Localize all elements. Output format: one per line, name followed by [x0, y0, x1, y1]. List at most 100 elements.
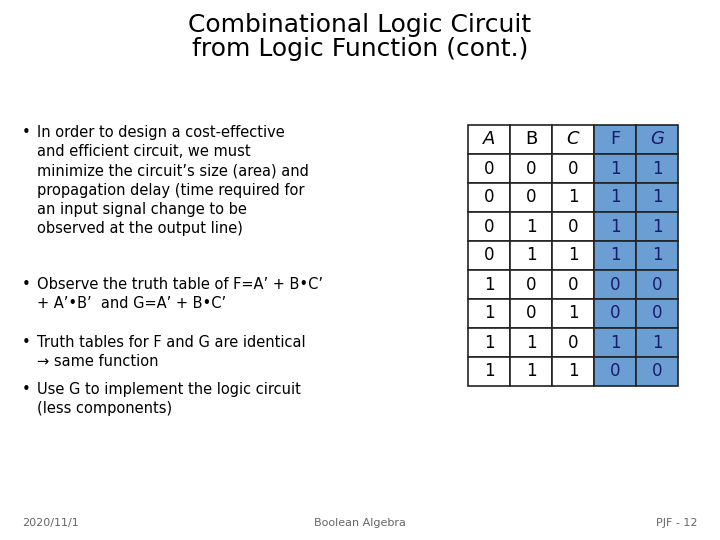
Text: 0: 0 — [610, 275, 620, 294]
Text: 1: 1 — [526, 218, 536, 235]
Text: 0: 0 — [526, 188, 536, 206]
Bar — [636, 154, 678, 183]
Text: 1: 1 — [526, 362, 536, 381]
Text: 0: 0 — [568, 275, 578, 294]
Text: 1: 1 — [652, 218, 662, 235]
Text: 0: 0 — [568, 159, 578, 178]
Bar — [468, 299, 510, 328]
Bar — [468, 212, 510, 241]
Bar — [594, 299, 636, 328]
Bar — [594, 241, 636, 270]
Text: F: F — [610, 131, 620, 149]
Bar — [552, 212, 594, 241]
Bar — [552, 125, 594, 154]
Bar — [636, 357, 678, 386]
Text: 1: 1 — [652, 246, 662, 265]
Text: 1: 1 — [526, 246, 536, 265]
Bar — [468, 270, 510, 299]
Text: Observe the truth table of F=A’ + B•C’
+ A’•B’  and G=A’ + B•C’: Observe the truth table of F=A’ + B•C’ +… — [37, 277, 323, 311]
Bar — [636, 241, 678, 270]
Bar — [636, 212, 678, 241]
Text: C: C — [567, 131, 580, 149]
Bar — [468, 241, 510, 270]
Text: 1: 1 — [610, 159, 621, 178]
Bar — [552, 241, 594, 270]
Text: 0: 0 — [652, 362, 662, 381]
Text: 0: 0 — [652, 275, 662, 294]
Text: PJF - 12: PJF - 12 — [657, 518, 698, 528]
Bar — [636, 299, 678, 328]
Text: 0: 0 — [610, 305, 620, 322]
Text: 0: 0 — [484, 188, 494, 206]
Bar — [552, 154, 594, 183]
Bar — [468, 357, 510, 386]
Bar — [636, 328, 678, 357]
Text: Truth tables for F and G are identical
→ same function: Truth tables for F and G are identical →… — [37, 335, 305, 369]
Text: 1: 1 — [567, 188, 578, 206]
Bar — [552, 328, 594, 357]
Bar — [510, 183, 552, 212]
Bar — [510, 299, 552, 328]
Text: G: G — [650, 131, 664, 149]
Text: Combinational Logic Circuit: Combinational Logic Circuit — [189, 13, 531, 37]
Bar — [552, 270, 594, 299]
Text: In order to design a cost-effective
and efficient circuit, we must
minimize the : In order to design a cost-effective and … — [37, 125, 309, 236]
Text: 1: 1 — [567, 305, 578, 322]
Text: •: • — [22, 382, 31, 397]
Bar — [552, 183, 594, 212]
Bar — [594, 270, 636, 299]
Bar — [552, 357, 594, 386]
Text: •: • — [22, 335, 31, 350]
Bar — [594, 154, 636, 183]
Text: 1: 1 — [610, 334, 621, 352]
Bar — [468, 328, 510, 357]
Bar — [636, 270, 678, 299]
Text: 1: 1 — [652, 188, 662, 206]
Text: 0: 0 — [652, 305, 662, 322]
Text: 0: 0 — [568, 334, 578, 352]
Text: 1: 1 — [652, 334, 662, 352]
Text: 1: 1 — [610, 188, 621, 206]
Bar — [636, 183, 678, 212]
Text: 0: 0 — [484, 246, 494, 265]
Text: 1: 1 — [652, 159, 662, 178]
Text: 0: 0 — [610, 362, 620, 381]
Text: 1: 1 — [484, 305, 495, 322]
Text: A: A — [483, 131, 495, 149]
Text: 1: 1 — [484, 334, 495, 352]
Text: B: B — [525, 131, 537, 149]
Bar — [510, 154, 552, 183]
Text: 1: 1 — [526, 334, 536, 352]
Bar — [510, 125, 552, 154]
Text: 1: 1 — [567, 246, 578, 265]
Bar — [594, 125, 636, 154]
Bar — [636, 125, 678, 154]
Text: 0: 0 — [526, 159, 536, 178]
Text: 1: 1 — [484, 362, 495, 381]
Text: 2020/11/1: 2020/11/1 — [22, 518, 78, 528]
Bar — [510, 212, 552, 241]
Bar — [594, 357, 636, 386]
Bar — [510, 241, 552, 270]
Bar — [552, 299, 594, 328]
Text: Boolean Algebra: Boolean Algebra — [314, 518, 406, 528]
Text: 0: 0 — [526, 275, 536, 294]
Bar — [510, 357, 552, 386]
Text: 1: 1 — [567, 362, 578, 381]
Bar — [594, 212, 636, 241]
Text: •: • — [22, 125, 31, 140]
Text: 0: 0 — [484, 159, 494, 178]
Bar — [510, 270, 552, 299]
Text: from Logic Function (cont.): from Logic Function (cont.) — [192, 37, 528, 61]
Text: 1: 1 — [610, 246, 621, 265]
Bar — [468, 154, 510, 183]
Bar — [468, 183, 510, 212]
Bar — [594, 183, 636, 212]
Text: 1: 1 — [610, 218, 621, 235]
Text: 1: 1 — [484, 275, 495, 294]
Bar — [510, 328, 552, 357]
Text: 0: 0 — [568, 218, 578, 235]
Text: 0: 0 — [526, 305, 536, 322]
Bar — [468, 125, 510, 154]
Text: Use G to implement the logic circuit
(less components): Use G to implement the logic circuit (le… — [37, 382, 301, 416]
